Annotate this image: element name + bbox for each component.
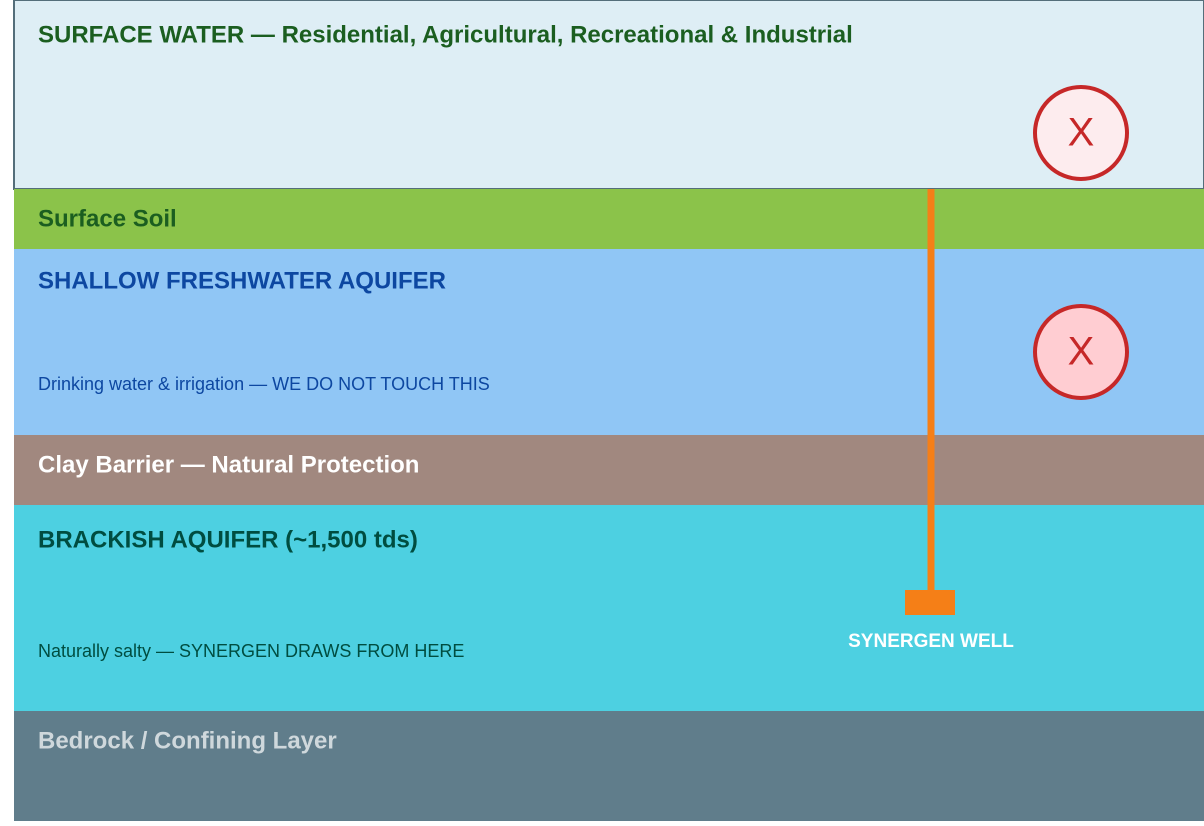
marker-label: X <box>1068 330 1095 374</box>
well-head <box>905 590 955 615</box>
layer-title: Clay Barrier — Natural Protection <box>38 451 419 478</box>
layer-title: Surface Soil <box>38 205 177 232</box>
diagram: SURFACE WATER — Residential, Agricultura… <box>0 0 1204 821</box>
layer-title: SURFACE WATER — Residential, Agricultura… <box>38 21 853 48</box>
soil-layer <box>14 189 1204 249</box>
layer-title: BRACKISH AQUIFER (~1,500 tds) <box>38 526 418 553</box>
marker-label: X <box>1068 111 1095 155</box>
layer-title: Bedrock / Confining Layer <box>38 727 337 754</box>
well-label: SYNERGEN WELL <box>848 631 1014 652</box>
layer-subtitle: Drinking water & irrigation — WE DO NOT … <box>38 374 490 394</box>
layer-title: SHALLOW FRESHWATER AQUIFER <box>38 267 446 294</box>
layer-subtitle: Naturally salty — SYNERGEN DRAWS FROM HE… <box>38 641 464 661</box>
